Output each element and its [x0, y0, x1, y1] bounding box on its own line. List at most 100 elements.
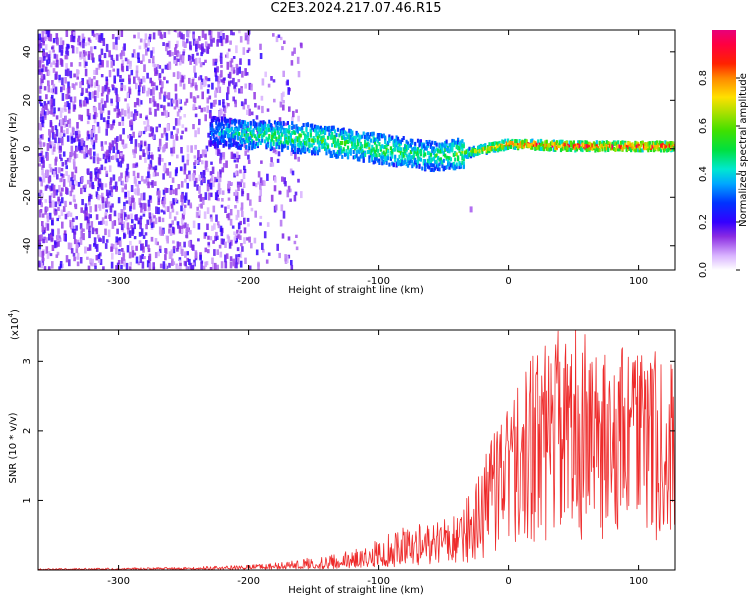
heatmap-ridge-cell — [279, 124, 282, 129]
heatmap-speckle — [182, 83, 186, 90]
heatmap-ridge-cell — [395, 143, 398, 148]
heatmap-speckle — [189, 202, 192, 209]
heatmap-ridge-cell — [452, 139, 455, 144]
heatmap-ridge-cell — [365, 135, 368, 140]
heatmap-ridge-cell — [361, 144, 364, 149]
heatmap-speckle — [201, 47, 204, 52]
heatmap-speckle — [214, 58, 218, 63]
heatmap-ridge-cell — [449, 163, 452, 168]
heatmap-speckle — [105, 155, 109, 160]
heatmap-speckle — [52, 68, 56, 73]
heatmap-ridge-cell — [298, 133, 301, 138]
heatmap-ridge-cell — [602, 142, 605, 146]
heatmap-speckle — [88, 182, 92, 188]
heatmap-speckle — [270, 157, 273, 163]
heatmap-ridge-cell — [322, 135, 325, 140]
heatmap-speckle — [152, 166, 155, 170]
heatmap-speckle — [126, 245, 130, 253]
heatmap-ridge-cell — [266, 123, 269, 128]
heatmap-ridge-cell — [424, 159, 427, 164]
heatmap-speckle — [135, 82, 138, 90]
heatmap-ridge-cell — [485, 148, 488, 153]
heatmap-speckle — [198, 186, 201, 194]
heatmap-ridge-cell — [522, 140, 525, 145]
heatmap-speckle — [199, 62, 203, 68]
heatmap-speckle — [165, 95, 169, 99]
heatmap-speckle — [238, 88, 241, 94]
heatmap-speckle — [192, 103, 196, 109]
heatmap-speckle — [139, 217, 142, 225]
heatmap-speckle — [246, 124, 249, 130]
heatmap-ridge-cell — [243, 139, 247, 144]
heatmap-ridge-cell — [336, 142, 340, 147]
heatmap-ridge-cell — [488, 142, 491, 147]
heatmap-speckle — [202, 265, 206, 270]
heatmap-speckle — [73, 239, 77, 245]
heatmap-speckle — [216, 235, 219, 240]
heatmap-speckle — [115, 88, 118, 96]
heatmap-speckle — [47, 54, 51, 61]
heatmap-speckle — [62, 133, 66, 137]
heatmap-speckle — [265, 259, 269, 264]
heatmap-ridge-cell — [482, 147, 485, 151]
heatmap-ridge-cell — [302, 139, 305, 144]
heatmap-ridge-cell — [578, 146, 581, 151]
heatmap-ridge-cell — [338, 151, 341, 156]
heatmap-speckle — [68, 102, 71, 110]
heatmap-ridge-cell — [281, 132, 284, 137]
heatmap-speckle — [60, 168, 64, 172]
heatmap-speckle — [290, 265, 294, 270]
heatmap-speckle — [202, 176, 205, 183]
heatmap-ridge-cell — [458, 141, 461, 146]
heatmap-ridge-cell — [231, 142, 234, 147]
heatmap-ridge-cell — [311, 123, 314, 128]
heatmap-speckle — [79, 99, 82, 106]
heatmap-speckle — [121, 257, 124, 264]
heatmap-ridge-cell — [581, 148, 584, 153]
heatmap-speckle — [65, 123, 69, 127]
heatmap-speckle — [204, 41, 208, 48]
heatmap-ridge-cell — [404, 149, 407, 154]
heatmap-speckle — [254, 210, 257, 218]
heatmap-speckle — [186, 182, 189, 189]
heatmap-ridge-cell — [366, 132, 370, 137]
heatmap-speckle — [204, 247, 208, 253]
heatmap-speckle — [250, 84, 253, 91]
heatmap-ridge-cell — [362, 155, 365, 160]
heatmap-ridge-cell — [256, 127, 259, 132]
heatmap-speckle — [107, 115, 110, 120]
heatmap-speckle — [133, 188, 137, 195]
heatmap-speckle — [119, 75, 122, 79]
heatmap-speckle — [226, 52, 229, 59]
x-tick-label: 100 — [629, 276, 648, 287]
heatmap-ridge-cell — [494, 141, 497, 146]
heatmap-speckle — [143, 141, 147, 146]
heatmap-speckle — [81, 199, 84, 206]
heatmap-speckle — [53, 171, 56, 178]
heatmap-ridge-cell — [632, 147, 636, 152]
heatmap-ridge-cell — [295, 124, 298, 129]
heatmap-speckle — [104, 141, 107, 145]
heatmap-speckle — [237, 234, 240, 239]
spectrogram-xlabel: Height of straight line (km) — [288, 285, 424, 296]
heatmap-ridge-cell — [394, 138, 397, 143]
heatmap-ridge-cell — [334, 153, 337, 158]
heatmap-ridge-cell — [278, 137, 281, 142]
heatmap-speckle — [70, 248, 74, 254]
heatmap-speckle — [115, 43, 118, 51]
heatmap-ridge-cell — [537, 139, 540, 144]
heatmap-ridge-cell — [288, 135, 291, 140]
heatmap-speckle — [216, 264, 219, 270]
heatmap-ridge-cell — [374, 137, 377, 142]
heatmap-speckle — [49, 201, 52, 208]
heatmap-speckle — [57, 206, 60, 211]
heatmap-speckle — [178, 31, 182, 38]
heatmap-speckle — [149, 155, 153, 159]
heatmap-ridge-cell — [351, 132, 354, 137]
heatmap-speckle — [98, 54, 102, 59]
heatmap-speckle — [172, 261, 176, 265]
heatmap-speckle — [187, 199, 191, 206]
heatmap-speckle — [188, 56, 191, 61]
heatmap-speckle — [39, 117, 43, 122]
heatmap-speckle — [227, 48, 231, 52]
